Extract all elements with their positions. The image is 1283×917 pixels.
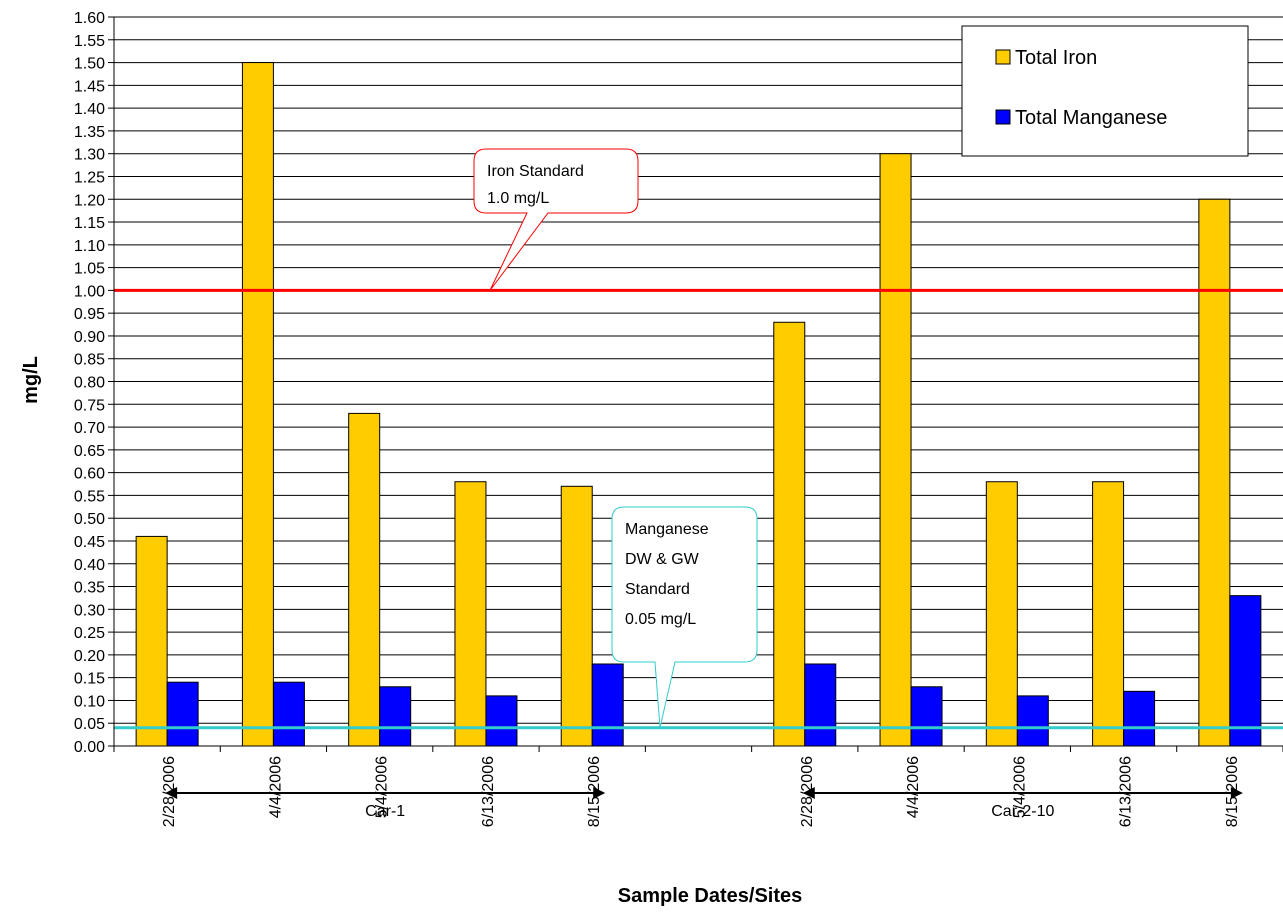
y-tick-label: 0.25	[74, 625, 105, 642]
manganese-standard-callout-text: Standard	[625, 581, 690, 598]
y-tick-label: 0.30	[74, 602, 105, 619]
y-tick-label: 1.05	[74, 261, 105, 278]
manganese-bar	[1016, 695, 1049, 747]
x-axis-label: Sample Dates/Sites	[618, 885, 803, 907]
x-tick-label: 4/4/2006	[267, 756, 284, 818]
iron-standard-callout	[473, 148, 639, 291]
y-tick-label: 1.30	[74, 147, 105, 164]
iron-legend-swatch	[995, 49, 1011, 65]
y-tick-label: 1.25	[74, 169, 105, 186]
iron-bar	[879, 153, 912, 747]
car-1-bracket-arrow-left	[165, 787, 178, 799]
y-tick-label: 1.15	[74, 215, 105, 232]
iron-legend-label: Total Iron	[1015, 47, 1097, 69]
manganese-bar	[379, 686, 412, 747]
manganese-standard-callout	[611, 506, 758, 728]
car-2-10-bracket-arrow-right	[1230, 787, 1243, 799]
manganese-legend-swatch	[995, 109, 1011, 125]
y-tick-label: 0.35	[74, 580, 105, 597]
iron-bar	[1092, 481, 1125, 747]
manganese-standard-callout-text: Manganese	[625, 521, 709, 538]
callouts: Iron Standard 1.0 mg/L Manganese DW & GW Sta…	[473, 148, 758, 728]
y-tick-label: 0.20	[74, 648, 105, 665]
legend-box	[961, 25, 1249, 157]
y-tick-label: 1.55	[74, 33, 105, 50]
y-tick-label: 0.70	[74, 420, 105, 437]
iron-bar	[241, 62, 274, 747]
y-tick-label: 0.85	[74, 352, 105, 369]
manganese-bar	[1123, 690, 1156, 747]
manganese-bar	[1229, 595, 1262, 747]
manganese-standard-callout-text: 0.05 mg/L	[625, 611, 696, 628]
bars	[135, 62, 1262, 747]
manganese-legend-label: Total Manganese	[1015, 107, 1167, 129]
y-tick-label: 1.35	[74, 124, 105, 141]
y-tick-label: 1.40	[74, 101, 105, 118]
x-tick-label: 6/13/2006	[1118, 756, 1135, 827]
car-2-10-group-label: Car-2-10	[991, 803, 1054, 820]
y-tick-label: 0.80	[74, 375, 105, 392]
manganese-standard-callout-text: DW & GW	[625, 551, 700, 568]
y-axis-ticks: 0.00 0.05 0.10 0.15 0.20 0.25 0.30 0.35 0.40 0.45…	[74, 10, 114, 756]
manganese-bar	[272, 681, 305, 747]
x-tick-label: 5/4/2006	[1011, 756, 1028, 818]
manganese-bar	[910, 686, 943, 747]
car-1-bracket-arrow-right	[593, 787, 606, 799]
x-tick-label: 4/4/2006	[905, 756, 922, 818]
iron-bar	[1198, 198, 1231, 747]
manganese-bar	[804, 663, 837, 747]
y-tick-label: 1.10	[74, 238, 105, 255]
manganese-bar	[591, 663, 624, 747]
y-tick-label: 1.50	[74, 56, 105, 73]
y-tick-label: 1.60	[74, 10, 105, 27]
group-brackets: Car-1 Car-2-10	[165, 787, 1243, 820]
iron-bar	[348, 412, 381, 747]
car-2-10-bracket-arrow-left	[802, 787, 815, 799]
axes	[113, 17, 1283, 747]
x-tick-label: 6/13/2006	[480, 756, 497, 827]
y-tick-label: 0.00	[74, 739, 105, 756]
y-tick-label: 0.10	[74, 693, 105, 710]
y-tick-label: 0.95	[74, 306, 105, 323]
iron-bar	[135, 535, 168, 747]
y-tick-label: 0.65	[74, 443, 105, 460]
iron-bar	[454, 481, 487, 747]
iron-bar	[985, 481, 1018, 747]
y-tick-label: 0.60	[74, 466, 105, 483]
y-axis-label: mg/L	[20, 356, 42, 404]
car-1-group-label: Car-1	[365, 803, 405, 820]
iron-standard-callout-text: Iron Standard	[487, 163, 584, 180]
y-tick-label: 0.15	[74, 671, 105, 688]
reference-lines	[114, 288, 1283, 730]
iron-bar	[773, 321, 806, 747]
x-axis-ticks: 2/28/20064/4/20065/4/20066/13/20068/15/2…	[113, 746, 1283, 827]
manganese-bar	[485, 695, 518, 747]
x-tick-label: 5/4/2006	[374, 756, 391, 818]
iron-standard-callout-text: 1.0 mg/L	[487, 190, 549, 207]
y-tick-label: 0.50	[74, 511, 105, 528]
y-tick-label: 0.75	[74, 397, 105, 414]
y-tick-label: 0.45	[74, 534, 105, 551]
y-tick-label: 0.05	[74, 716, 105, 733]
y-tick-label: 0.55	[74, 488, 105, 505]
y-tick-label: 1.00	[74, 283, 105, 300]
y-tick-label: 0.90	[74, 329, 105, 346]
y-tick-label: 1.20	[74, 192, 105, 209]
y-tick-label: 1.45	[74, 78, 105, 95]
legend: Total Iron Total Manganese	[961, 25, 1249, 157]
manganese-bar	[166, 681, 199, 747]
iron-bar	[560, 485, 593, 747]
y-tick-label: 0.40	[74, 557, 105, 574]
